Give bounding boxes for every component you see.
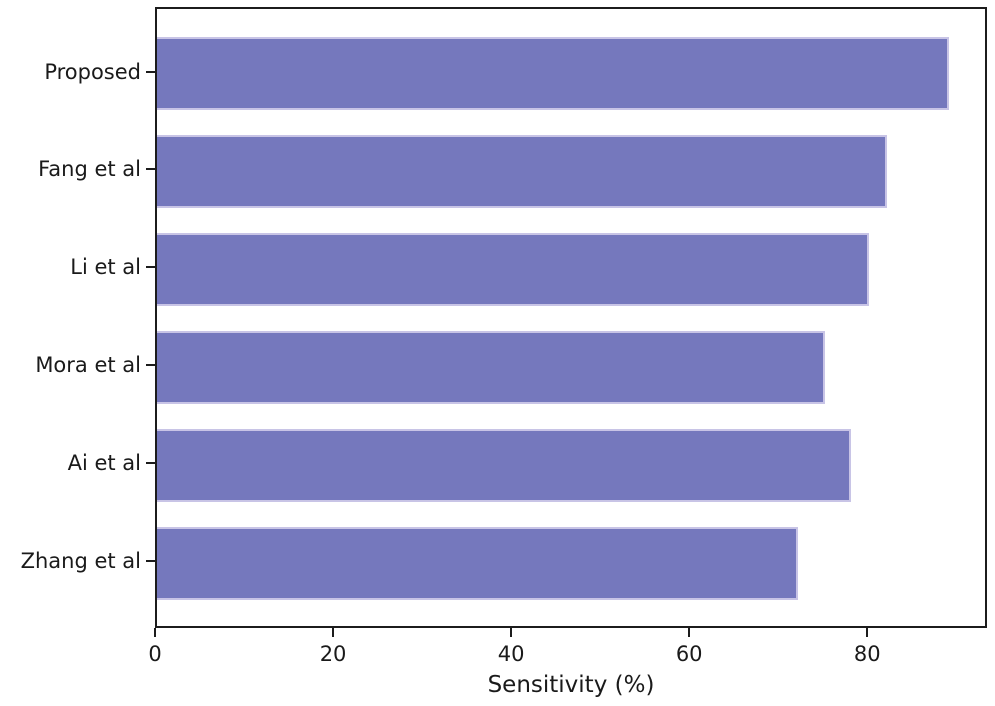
x-tick-label: 60 [675,642,703,666]
x-tick-mark [510,628,513,637]
y-category-label: Zhang et al [20,549,141,573]
y-category-label: Ai et al [67,451,141,476]
x-tick-mark [332,628,335,637]
y-category-label: Mora et al [35,353,141,378]
y-tick-mark [146,560,155,562]
y-tick-mark [146,462,155,465]
y-category-label: Li et al [70,255,141,280]
bar-mora-et-al [157,330,825,404]
bar-zhang-et-al [157,526,799,600]
x-tick-label: 40 [497,642,525,666]
x-tick-label: 20 [319,642,347,666]
y-category-label: Proposed [44,59,141,84]
x-tick-mark [154,628,156,637]
bar-proposed [157,37,950,110]
y-tick-mark [146,364,155,367]
y-category-label: Fang et al [38,157,141,182]
x-tick-label: 0 [148,642,162,666]
bar-li-et-al [157,232,870,306]
y-tick-mark [146,266,155,269]
x-tick-label: 80 [853,642,881,666]
y-tick-mark [146,70,155,73]
plot-area [155,7,987,628]
y-tick-mark [146,168,155,171]
x-tick-mark [688,628,691,637]
bar-ai-et-al [157,428,852,502]
bar-fang-et-al [157,134,888,208]
x-axis-label: Sensitivity (%) [487,672,655,698]
x-tick-mark [866,628,869,637]
